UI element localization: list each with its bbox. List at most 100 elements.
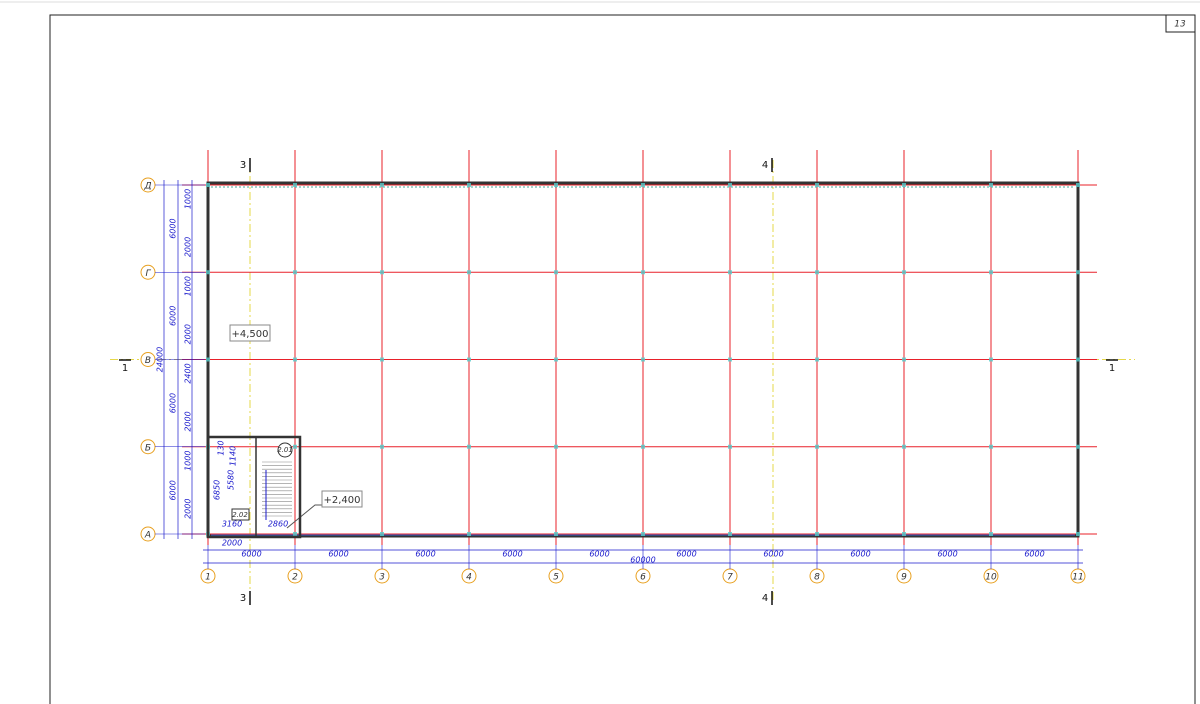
dimension-text: 6000 <box>763 550 783 559</box>
column-node <box>728 270 732 275</box>
dimension-text: 2000 <box>184 237 193 257</box>
column-node <box>728 183 732 187</box>
dimension-text: 24000 <box>156 347 165 372</box>
column-node <box>206 270 210 275</box>
dimension-text: 2860 <box>268 520 288 529</box>
column-node <box>467 532 471 536</box>
elevation: +4,500 <box>231 329 268 340</box>
dimension-text: 1000 <box>184 189 193 209</box>
column-node <box>641 183 645 187</box>
dimension-text: 1000 <box>184 276 193 296</box>
axis-label: 4 <box>466 573 472 583</box>
elevation-box <box>321 490 363 508</box>
dimension-text: 6000 <box>676 550 696 559</box>
section-mark: 1 <box>1109 363 1115 374</box>
column-node <box>293 532 297 536</box>
dimension-text: 6000 <box>169 218 178 238</box>
axis-label: А <box>144 531 151 541</box>
column-node <box>1076 357 1080 362</box>
column-node <box>1076 270 1080 275</box>
column-node <box>641 444 645 449</box>
column-node <box>641 270 645 275</box>
column-node <box>1076 183 1080 187</box>
section-mark: 3 <box>240 593 246 604</box>
column-node <box>815 357 819 362</box>
axis-label: 5 <box>553 573 559 583</box>
page-number: 13 <box>1174 20 1186 30</box>
dimension-text: 6000 <box>169 393 178 413</box>
column-node <box>989 183 993 187</box>
room-tag <box>277 442 293 458</box>
stair-room <box>206 435 302 539</box>
dimension-text: 2000 <box>184 411 193 431</box>
column-node <box>380 444 384 449</box>
dimension-text: 6000 <box>502 550 522 559</box>
axis-label: В <box>145 356 151 366</box>
column-node <box>467 183 471 187</box>
elevation: +2,400 <box>323 495 360 506</box>
column-node <box>815 532 819 536</box>
column-node <box>902 270 906 275</box>
column-node <box>467 270 471 275</box>
axis-label: 10 <box>985 573 997 583</box>
dimension-text: 6000 <box>241 550 261 559</box>
dimension-text: 1000 <box>184 451 193 471</box>
column-node <box>206 183 210 187</box>
room-label: 2.02 <box>232 511 248 519</box>
column-node <box>293 183 297 187</box>
section-mark: 1 <box>122 363 128 374</box>
page-number-box <box>1165 14 1196 33</box>
dimension-text: 1140 <box>229 446 238 466</box>
elevation-leader <box>286 504 322 529</box>
axis-label: 8 <box>814 573 820 583</box>
column-node <box>728 532 732 536</box>
axis-label: Г <box>145 269 151 279</box>
column-node <box>728 357 732 362</box>
room-tag <box>231 508 250 521</box>
sheet-frame <box>49 14 1196 704</box>
column-node <box>989 532 993 536</box>
axis-label: 2 <box>292 573 298 583</box>
axis-label: 11 <box>1072 573 1083 583</box>
dimension-text: 130 <box>217 440 226 455</box>
dimension-text: 2000 <box>184 499 193 519</box>
column-node <box>293 357 297 362</box>
dimension-text: 2400 <box>184 363 193 383</box>
room-label: 2.01 <box>277 446 293 454</box>
column-node <box>380 270 384 275</box>
dimension-text: 6000 <box>850 550 870 559</box>
axis-label: 1 <box>205 573 211 583</box>
dimension-text: 6000 <box>589 550 609 559</box>
dimension-text: 2000 <box>222 539 242 548</box>
axis-label: 6 <box>640 573 646 583</box>
dimension-text: 2000 <box>184 324 193 344</box>
column-node <box>815 270 819 275</box>
column-node <box>989 444 993 449</box>
dimension-text: 6000 <box>328 550 348 559</box>
column-node <box>902 357 906 362</box>
column-node <box>641 357 645 362</box>
column-node <box>293 444 297 449</box>
axis-label: 7 <box>727 573 733 583</box>
column-node <box>815 444 819 449</box>
section-mark: 4 <box>762 593 768 604</box>
column-node <box>728 444 732 449</box>
dimension-text: 6000 <box>1024 550 1044 559</box>
axis-label: 3 <box>379 573 385 583</box>
section-mark: 4 <box>762 160 768 171</box>
dimension-text: 6000 <box>169 306 178 326</box>
column-node <box>902 444 906 449</box>
dimension-text: 6000 <box>169 480 178 500</box>
column-node <box>1076 444 1080 449</box>
column-node <box>380 183 384 187</box>
section-mark: 3 <box>240 160 246 171</box>
column-node <box>1076 532 1080 536</box>
dimension-text: 5580 <box>227 470 236 490</box>
column-node <box>902 183 906 187</box>
column-node <box>554 444 558 449</box>
column-node <box>380 357 384 362</box>
column-node <box>554 532 558 536</box>
axis-label: Д <box>143 182 151 192</box>
column-node <box>554 357 558 362</box>
column-node <box>641 532 645 536</box>
